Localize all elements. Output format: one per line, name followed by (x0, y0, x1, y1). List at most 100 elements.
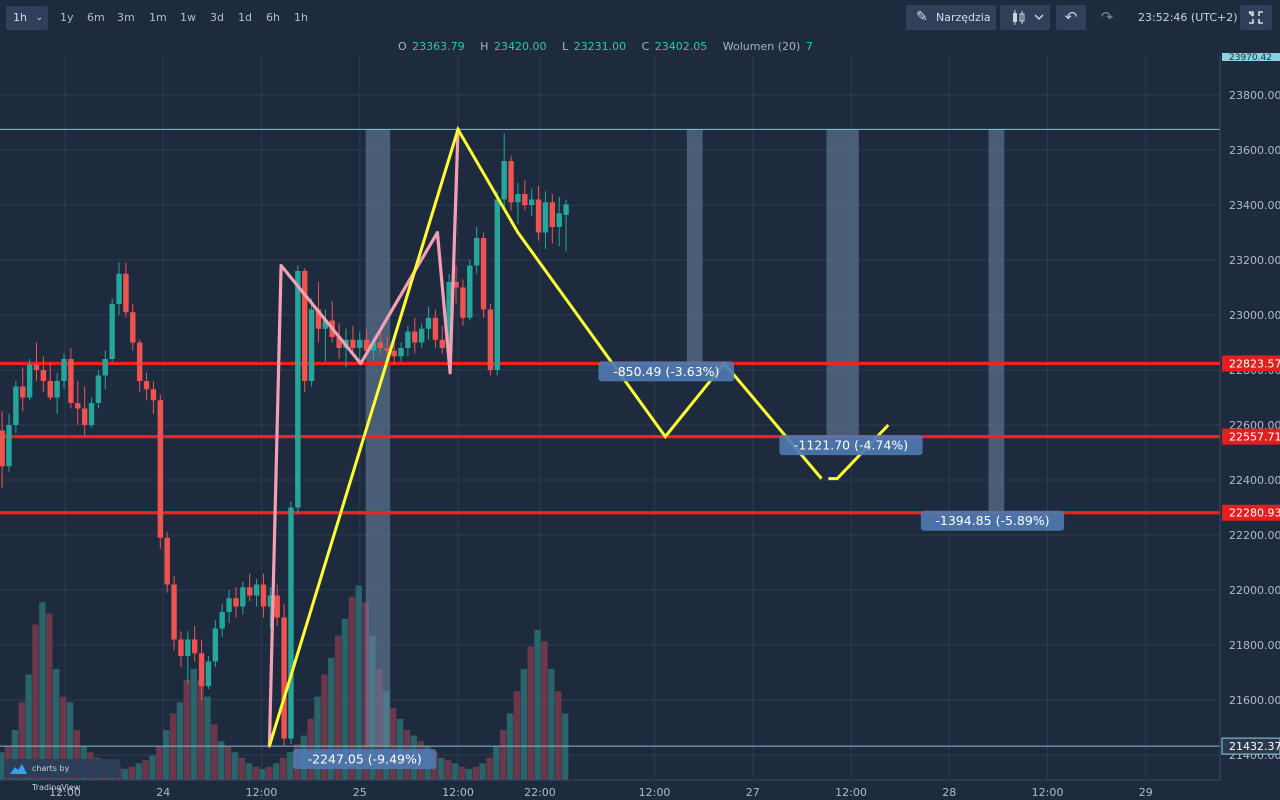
volume-bar (135, 763, 142, 780)
undo-button[interactable]: ↶ (1056, 5, 1086, 30)
volume-bar (286, 752, 294, 780)
open-value: 23363.79 (412, 40, 465, 53)
top-price-tag-text: 23970.42 (1229, 53, 1272, 63)
volume-bar (142, 760, 149, 780)
candle-body (508, 161, 514, 203)
close-value: 23402.05 (654, 40, 708, 53)
candle-body (171, 584, 177, 640)
y-tick-label: 23600.00 (1229, 144, 1280, 157)
interval-select[interactable]: 1h ⌄ (6, 6, 48, 30)
candle-body (522, 194, 528, 205)
top-toolbar: 1h ⌄ 1y 6m 3m 1m 1w 3d 1d 6h 1h ✎ Narzęd… (0, 0, 1280, 36)
volume-bar (520, 668, 528, 780)
volume-bar (279, 757, 287, 780)
candle-body (20, 386, 26, 398)
candle-body (281, 617, 287, 739)
range-6m[interactable]: 6m (87, 11, 105, 24)
pink-swing-path (267, 127, 460, 748)
candle-body (0, 430, 5, 467)
x-tick-label: 29 (1139, 786, 1153, 799)
volume-bar (486, 757, 493, 780)
volume-label: Wolumen (20) (722, 40, 801, 53)
volume-bar (499, 730, 507, 780)
candle-body (563, 204, 569, 215)
y-tick-label: 22000.00 (1229, 584, 1280, 597)
range-1h[interactable]: 1h (294, 11, 308, 24)
chart-type-button[interactable] (1000, 5, 1050, 30)
low-value: 23231.00 (573, 40, 627, 53)
redo-button[interactable]: ↷ (1094, 5, 1120, 30)
volume-bar (238, 757, 246, 780)
candle-body (412, 331, 418, 343)
volume-bar (534, 630, 541, 780)
volume-bar (18, 702, 25, 780)
candle-body (350, 339, 356, 348)
candle-body (549, 202, 556, 227)
y-tick-label: 23400.00 (1229, 199, 1280, 212)
candle-body (439, 339, 445, 348)
candle-body (501, 161, 507, 200)
drawing-tools-button[interactable]: ✎ Narzędzia (906, 5, 996, 30)
range-1m[interactable]: 1m (149, 11, 167, 24)
candle-body (143, 381, 150, 390)
candle-body (542, 202, 549, 233)
candle-body (205, 661, 212, 687)
measurement-text: -1121.70 (-4.74%) (794, 438, 908, 453)
x-tick-label: 12:00 (49, 786, 81, 799)
volume-bar (314, 696, 321, 780)
range-6h[interactable]: 6h (266, 11, 280, 24)
volume-bar (355, 585, 362, 780)
x-tick-label: 28 (942, 786, 956, 799)
tradingview-logo-icon (10, 764, 27, 774)
interval-value: 1h (13, 11, 27, 24)
redo-icon: ↷ (1100, 8, 1114, 26)
volume-bar (451, 763, 459, 780)
close-label: C (641, 40, 650, 53)
candle-body (136, 342, 143, 381)
volume-bar (211, 724, 218, 780)
candle-body (13, 386, 19, 425)
volume-bar (541, 641, 548, 780)
candle-body (123, 273, 129, 313)
candle-body (68, 359, 74, 403)
tradingview-watermark[interactable]: charts by TradingView (4, 759, 120, 792)
volume-bar (479, 763, 486, 780)
high-value: 23420.00 (493, 40, 547, 53)
candle-body (219, 612, 225, 629)
candle-body (308, 309, 315, 381)
volume-bar (52, 668, 60, 780)
fullscreen-button[interactable] (1240, 5, 1272, 30)
y-tick-label: 23800.00 (1229, 89, 1280, 102)
candle-body (26, 364, 33, 398)
volume-bar (472, 766, 479, 780)
volume-bar (328, 657, 335, 780)
ohlc-legend: O 23363.79 H 23420.00 L 23231.00 C 23402… (398, 40, 825, 56)
range-3m[interactable]: 3m (117, 11, 135, 24)
x-tick-label: 12:00 (1032, 786, 1064, 799)
measurement-box (779, 435, 923, 456)
candle-body (425, 317, 432, 329)
candle-body (453, 282, 459, 288)
candle-body (446, 282, 452, 348)
candle-body (40, 370, 47, 381)
candle-body (178, 639, 184, 656)
range-1y[interactable]: 1y (60, 11, 74, 24)
volume-bar (245, 763, 252, 780)
candle-body (515, 194, 521, 203)
candle-body (164, 537, 170, 585)
x-tick-label: 25 (353, 786, 367, 799)
candle-body (363, 339, 370, 351)
y-axis-panel (1220, 36, 1280, 800)
range-3d[interactable]: 3d (210, 11, 224, 24)
chevron-down-icon: ⌄ (35, 13, 43, 23)
candle-body (432, 317, 439, 340)
range-1w[interactable]: 1w (180, 11, 196, 24)
measurement-box (598, 361, 735, 382)
candle-body (315, 309, 322, 329)
candle-body (302, 271, 308, 381)
range-1d[interactable]: 1d (238, 11, 252, 24)
candle-body (295, 271, 301, 508)
x-tick-label: 12:00 (442, 786, 474, 799)
price-tag-box (1222, 428, 1280, 445)
